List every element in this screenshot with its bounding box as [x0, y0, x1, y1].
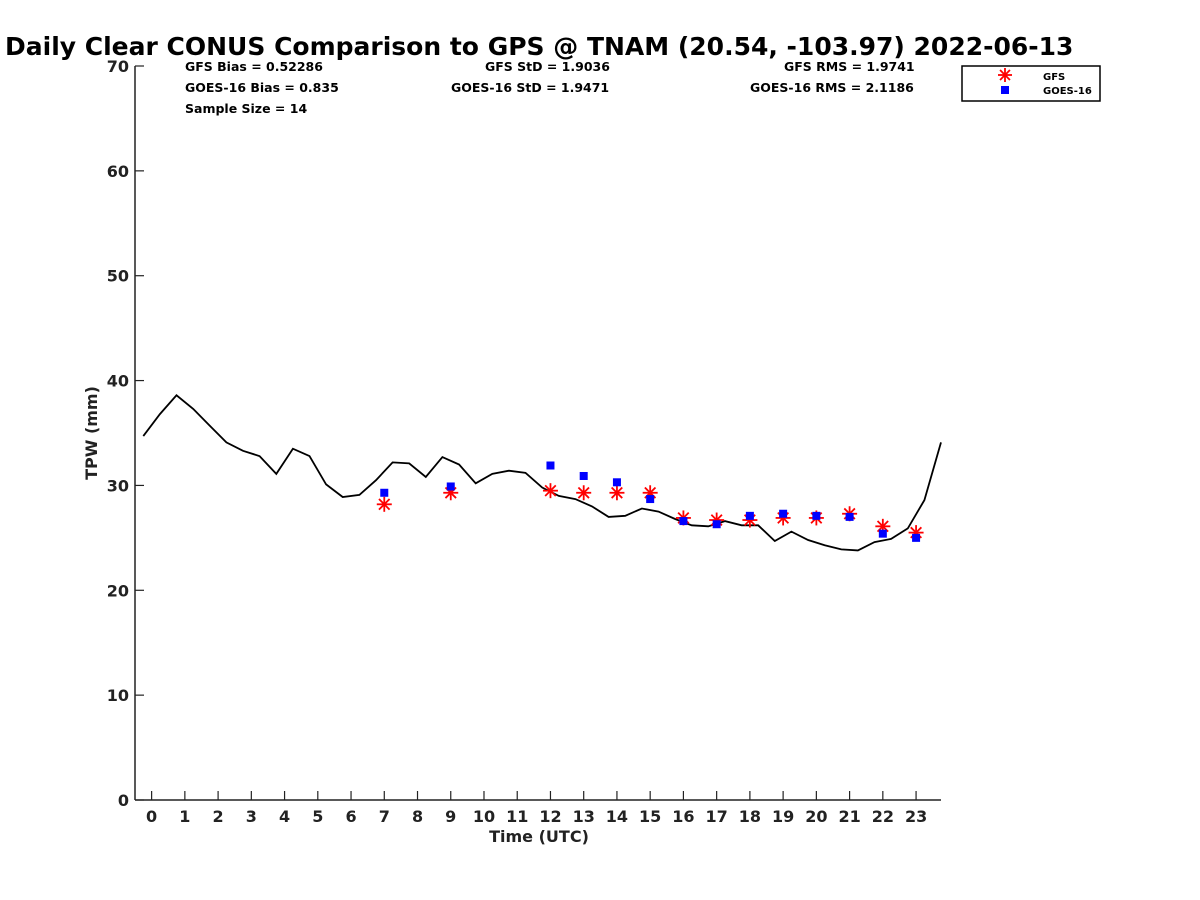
gfs-rms-text: GFS RMS = 1.9741: [784, 59, 915, 74]
x-tick-label: 14: [606, 807, 628, 826]
legend: GFS GOES-16: [961, 65, 1101, 102]
goes-point: [745, 511, 754, 520]
gfs-point: [576, 485, 592, 501]
goes-point: [446, 482, 455, 491]
legend-gfs-star: [998, 68, 1012, 82]
legend-goes-label: GOES-16: [1043, 86, 1092, 97]
sample-size-text: Sample Size = 14: [185, 101, 307, 116]
x-tick-label: 3: [246, 807, 257, 826]
y-tick-label: 20: [107, 581, 129, 600]
x-tick-label: 20: [805, 807, 827, 826]
goes-std-text: GOES-16 StD = 1.9471: [451, 80, 609, 95]
y-axis-label: TPW (mm): [82, 386, 101, 480]
x-tick-label: 16: [672, 807, 694, 826]
x-tick-label: 12: [539, 807, 561, 826]
legend-gfs-label: GFS: [1043, 72, 1065, 83]
y-tick-label: 40: [107, 372, 129, 391]
x-tick-label: 1: [179, 807, 190, 826]
x-tick-label: 22: [872, 807, 894, 826]
x-tick-label: 9: [445, 807, 456, 826]
gfs-bias-text: GFS Bias = 0.52286: [185, 59, 323, 74]
x-tick-label: 6: [345, 807, 356, 826]
y-tick-label: 70: [107, 57, 129, 76]
x-axis-label: Time (UTC): [489, 827, 589, 846]
x-tick-label: 10: [473, 807, 495, 826]
goes-rms-text: GOES-16 RMS = 2.1186: [750, 80, 914, 95]
goes-series: [380, 461, 921, 542]
y-tick-label: 10: [107, 686, 129, 705]
x-tick-label: 7: [379, 807, 390, 826]
x-tick-label: 4: [279, 807, 290, 826]
goes-point: [779, 509, 788, 518]
goes-point: [878, 529, 887, 538]
x-tick-label: 2: [213, 807, 224, 826]
legend-box: [961, 65, 1101, 102]
x-tick-label: 17: [706, 807, 728, 826]
gfs-point: [376, 496, 392, 512]
gps-series: [142, 394, 942, 552]
x-tick-label: 23: [905, 807, 927, 826]
chart-title: Daily Clear CONUS Comparison to GPS @ TN…: [5, 32, 1073, 61]
x-tick-label: 5: [312, 807, 323, 826]
goes-point: [380, 488, 389, 497]
gfs-std-text: GFS StD = 1.9036: [485, 59, 610, 74]
goes-point: [612, 478, 621, 487]
goes-point: [579, 471, 588, 480]
x-tick-label: 13: [573, 807, 595, 826]
goes-point: [845, 512, 854, 521]
gfs-point: [542, 483, 558, 499]
goes-point: [912, 533, 921, 542]
goes-point: [812, 511, 821, 520]
x-tick-label: 0: [146, 807, 157, 826]
goes-point: [646, 495, 655, 504]
gfs-point: [609, 485, 625, 501]
y-tick-label: 50: [107, 267, 129, 286]
y-tick-label: 30: [107, 476, 129, 495]
x-tick-label: 11: [506, 807, 528, 826]
x-tick-label: 8: [412, 807, 423, 826]
legend-gfs-marker: [998, 68, 1012, 82]
gfs-series: [376, 483, 924, 541]
goes-point: [546, 461, 555, 470]
x-tick-label: 15: [639, 807, 661, 826]
y-tick-label: 60: [107, 162, 129, 181]
gps-line: [142, 394, 942, 552]
x-tick-label: 18: [739, 807, 761, 826]
x-tick-label: 19: [772, 807, 794, 826]
goes-point: [712, 520, 721, 529]
x-tick-label: 21: [838, 807, 860, 826]
goes-bias-text: GOES-16 Bias = 0.835: [185, 80, 339, 95]
legend-goes-marker: [1001, 86, 1009, 94]
y-tick-label: 0: [118, 791, 129, 810]
goes-point: [679, 517, 688, 526]
